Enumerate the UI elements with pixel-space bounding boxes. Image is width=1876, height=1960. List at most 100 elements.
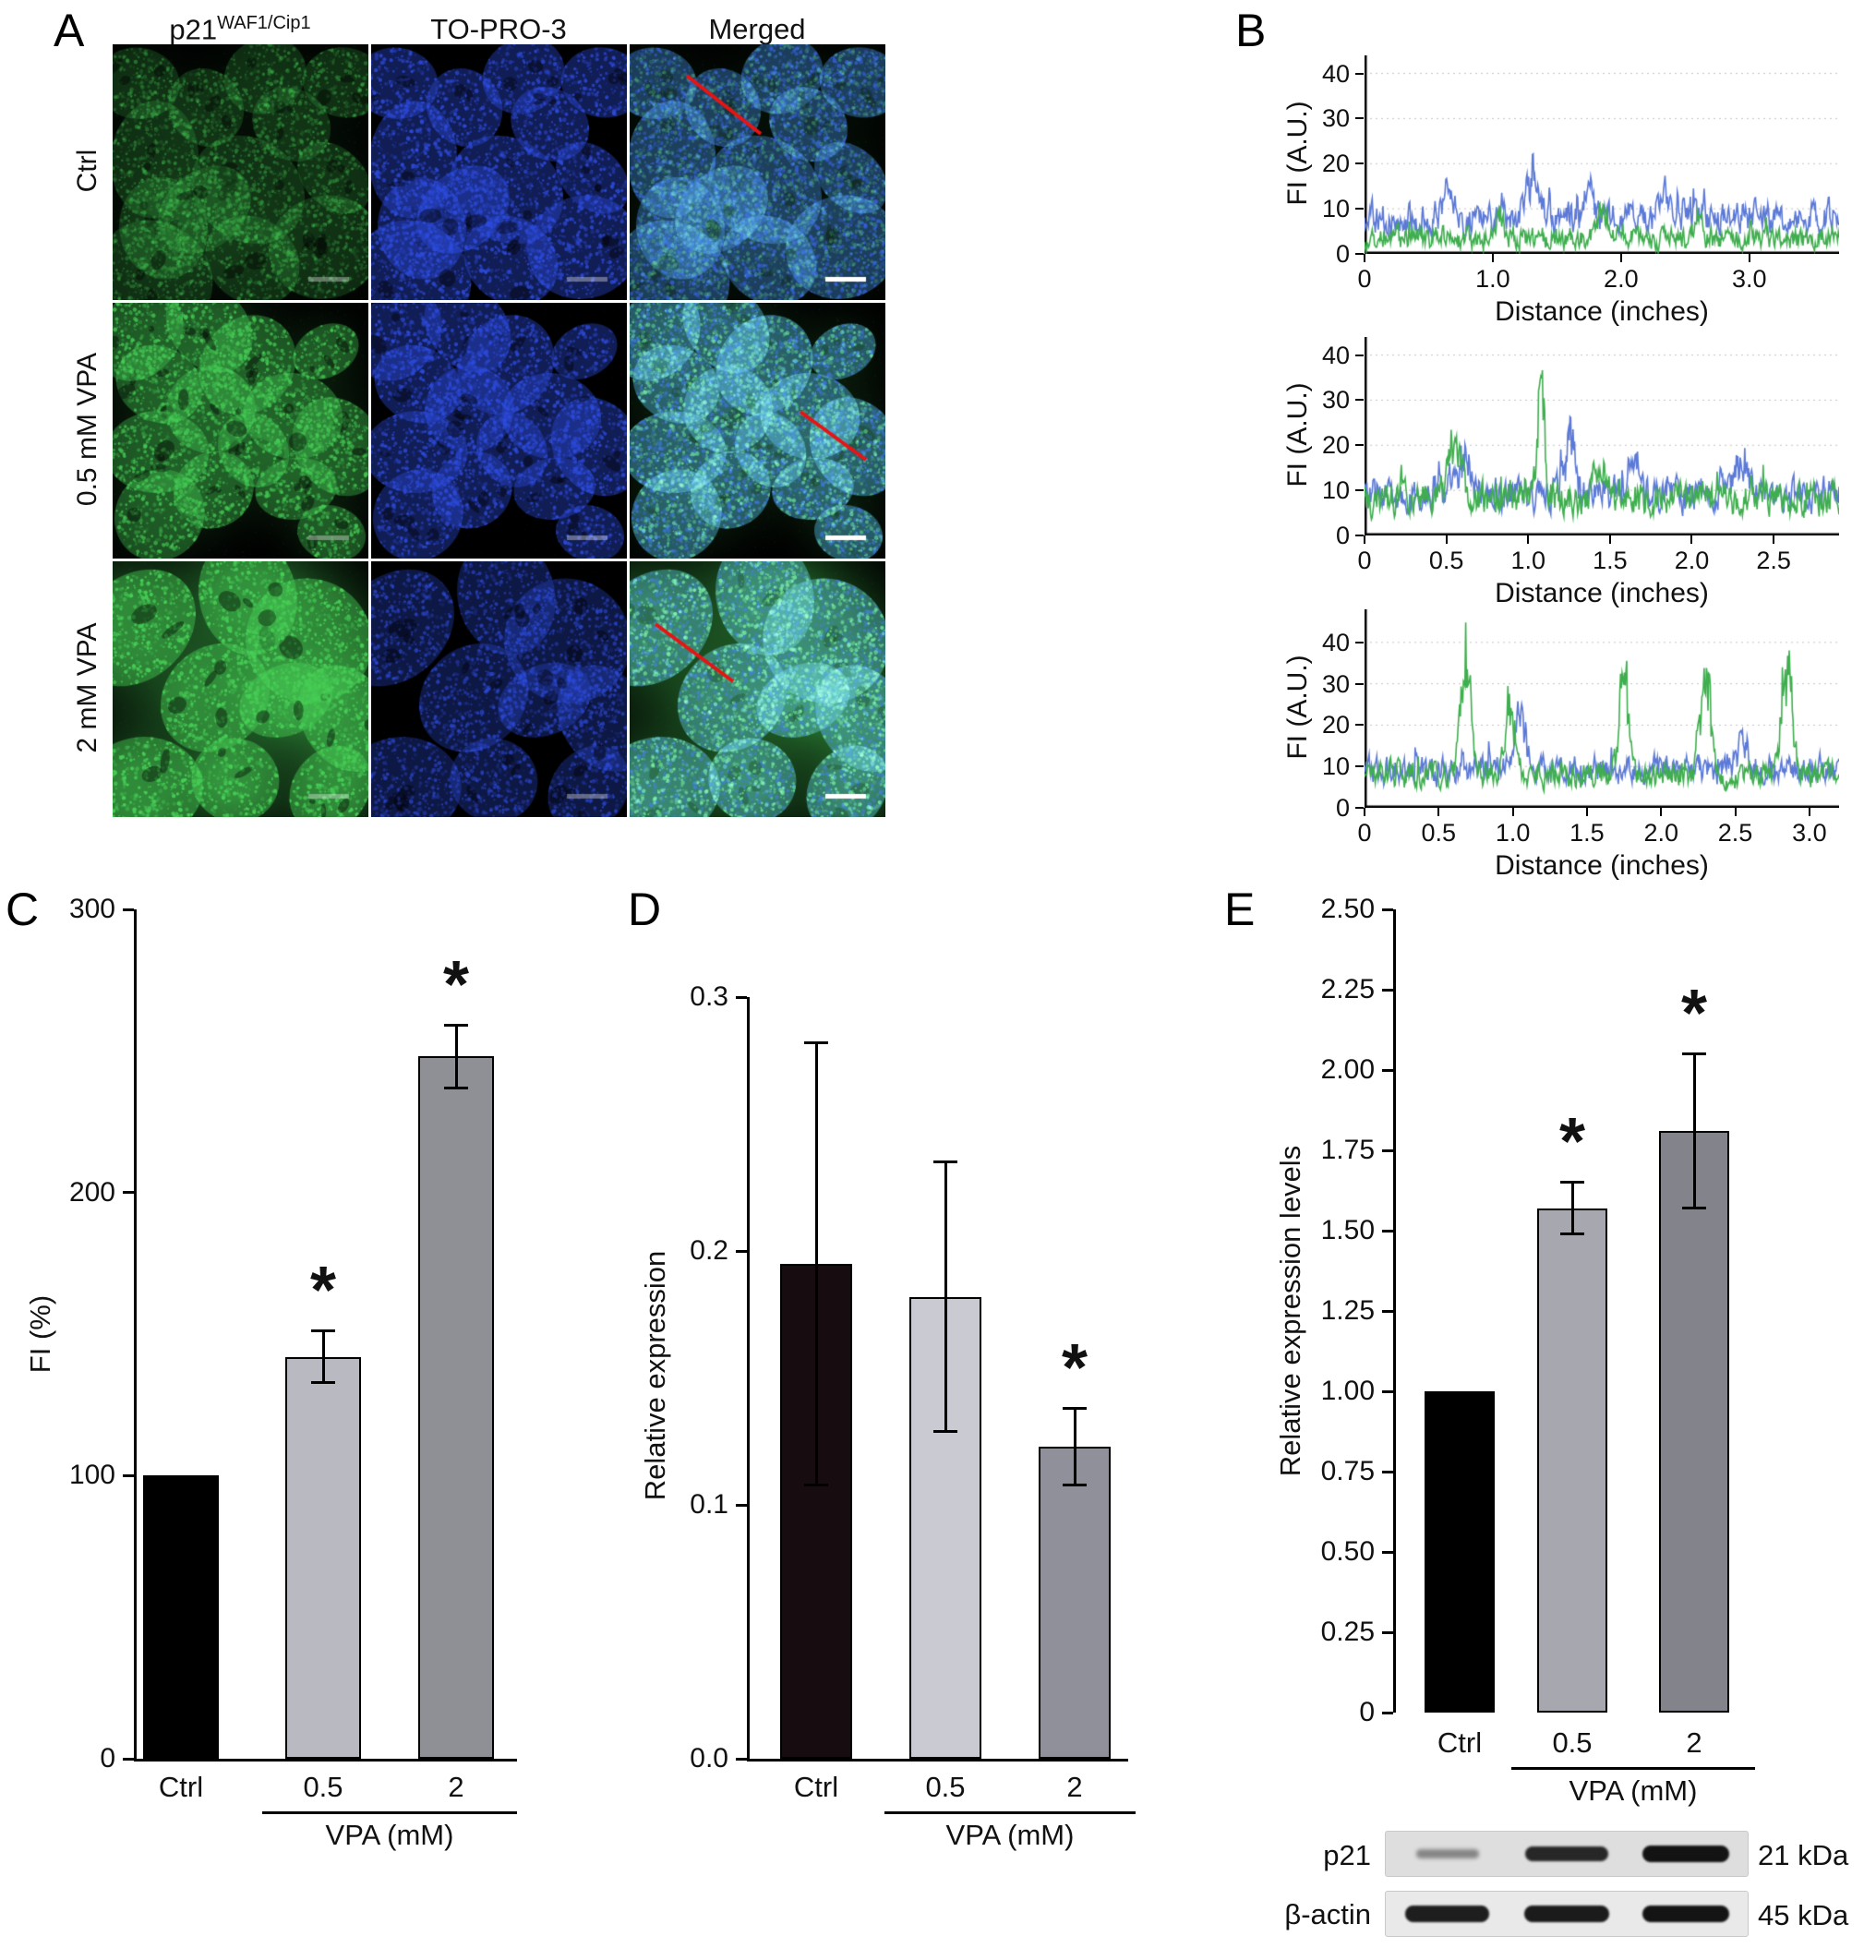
profile-y-tick-label: 20 <box>1321 431 1350 460</box>
E-y-tick <box>1382 1309 1393 1313</box>
C-error-cap-bottom <box>311 1380 335 1384</box>
panel-d-label: D <box>628 884 662 935</box>
line-profile-plot-ctrl <box>1365 55 1839 254</box>
C-y-tick-label: 100 <box>68 1460 115 1491</box>
D-x-category-label: 0.5 <box>925 1771 966 1803</box>
profile-y-tick-label: 40 <box>1321 341 1350 369</box>
profile-x-tick-label: 1.0 <box>1510 547 1545 574</box>
profile-y-tick <box>1355 807 1364 809</box>
profile-y-tick-label: 10 <box>1321 752 1350 781</box>
profile-ctrl-xlabel: Distance (inches) <box>1495 296 1709 327</box>
blot-band <box>1642 1845 1730 1863</box>
D-y-tick <box>736 1757 747 1761</box>
E-y-tick <box>1382 1711 1393 1714</box>
profile-y-tick-label: 0 <box>1335 240 1350 268</box>
D-group-label: VPA (mM) <box>945 1819 1075 1851</box>
D-x-category-label: 2 <box>1066 1771 1083 1803</box>
micrograph-2mm-p21-green <box>113 561 368 817</box>
C-error-cap-top <box>444 1024 468 1028</box>
profile-y-tick <box>1355 444 1364 447</box>
C-error-bar <box>321 1330 325 1383</box>
C-x-category-label: Ctrl <box>158 1771 204 1803</box>
E-y-tick <box>1382 1630 1393 1634</box>
profile-y-tick <box>1355 724 1364 727</box>
E-y-tick-label: 0.75 <box>1320 1456 1375 1486</box>
panel-a-label: A <box>54 5 85 56</box>
E-y-tick-label: 2.00 <box>1320 1054 1375 1085</box>
profile-x-tick-label: 2.0 <box>1643 819 1679 847</box>
column-header-topro3: TO-PRO-3 <box>360 13 637 46</box>
profile-y-tick <box>1355 489 1364 492</box>
D-error-cap-top <box>933 1160 957 1164</box>
blot-band <box>1415 1849 1479 1858</box>
C-y-tick-label: 300 <box>68 894 115 924</box>
C-y-tick-label: 200 <box>68 1176 115 1208</box>
profile-y-tick-label: 30 <box>1321 669 1350 698</box>
profile-y-tick <box>1355 682 1364 685</box>
profile-x-tick <box>1660 808 1663 816</box>
D-x-category-label: Ctrl <box>793 1771 839 1803</box>
header-text: Merged <box>708 13 806 45</box>
D-significance-marker: * <box>1061 1330 1088 1405</box>
C-error-cap-bottom <box>444 1086 468 1089</box>
E-y-tick <box>1382 1229 1393 1233</box>
C-error-cap-top <box>311 1329 335 1333</box>
profile-x-tick <box>1527 535 1530 544</box>
profile-y-tick <box>1355 535 1364 536</box>
profile-x-tick <box>1690 535 1693 544</box>
profile-y-tick-label: 10 <box>1321 195 1350 223</box>
profile-x-tick <box>1619 254 1622 262</box>
profile-x-tick <box>1608 535 1611 544</box>
micrograph-ctrl-p21-green <box>113 44 368 300</box>
E-y-axis <box>1393 909 1396 1713</box>
blot-kda-p21: 21 kDa <box>1758 1839 1849 1871</box>
micrograph-0-5mm-p21-green <box>113 303 368 559</box>
profile-x-tick-label: 1.5 <box>1569 819 1605 847</box>
E-y-tick-label: 0 <box>1359 1697 1375 1727</box>
profile-y-tick <box>1355 162 1364 165</box>
D-error-bar <box>1073 1408 1076 1485</box>
E-y-tick-label: 0.50 <box>1320 1536 1375 1567</box>
E-y-tick-label: 1.00 <box>1320 1376 1375 1406</box>
E-error-bar <box>1692 1053 1696 1208</box>
profile-x-tick-label: 2.0 <box>1604 265 1639 293</box>
profile-y-tick <box>1355 253 1364 255</box>
profile-x-tick-label: 3.0 <box>1792 819 1827 847</box>
D-y-axis <box>747 997 750 1762</box>
E-y-tick <box>1382 1068 1393 1072</box>
micrograph-ctrl-topro3-blue <box>371 44 627 300</box>
C-y-tick <box>123 1473 134 1477</box>
D-y-tick-label: 0.2 <box>690 1235 728 1266</box>
D-y-tick-label: 0.1 <box>690 1489 728 1520</box>
profile-y-tick-label: 30 <box>1321 104 1350 133</box>
D-y-tick-label: 0.0 <box>690 1743 728 1774</box>
D-y-tick <box>736 995 747 999</box>
E-y-tick-label: 0.25 <box>1320 1617 1375 1647</box>
profile-x-tick-label: 0 <box>1357 819 1372 847</box>
micrograph-0-5mm-merged <box>630 303 885 559</box>
profile-x-tick-label: 0.5 <box>1421 819 1457 847</box>
E-error-bar <box>1570 1182 1574 1234</box>
blot-label-p21: p21 <box>1323 1839 1371 1871</box>
E-y-tick <box>1382 1550 1393 1554</box>
C-y-tick-label: 0 <box>100 1743 115 1774</box>
D-y-tick <box>736 1249 747 1253</box>
row-label-ctrl: Ctrl <box>72 149 102 193</box>
row-label-0-5mm-vpa: 0.5 mM VPA <box>72 352 102 507</box>
D-error-cap-bottom <box>804 1483 828 1486</box>
E-error-cap-top <box>1682 1052 1706 1056</box>
profile-x-tick <box>1511 808 1514 816</box>
blot-image-p21 <box>1385 1831 1749 1877</box>
panel-e-label: E <box>1224 884 1256 935</box>
E-y-tick-label: 1.75 <box>1320 1135 1375 1165</box>
E-group-label: VPA (mM) <box>1569 1774 1698 1807</box>
column-header-p21: p21WAF1/Cip1 <box>102 13 379 46</box>
D-x-axis <box>747 1759 1128 1762</box>
row-label-2mm-vpa: 2 mM VPA <box>72 622 102 753</box>
profile-x-tick <box>1585 808 1588 816</box>
C-y-tick <box>123 908 134 911</box>
profile-y-tick-label: 40 <box>1321 59 1350 88</box>
blot-image-beta-actin <box>1385 1891 1749 1937</box>
profile-y-tick-label: 0 <box>1335 794 1350 822</box>
E-error-cap-bottom <box>1682 1207 1706 1210</box>
